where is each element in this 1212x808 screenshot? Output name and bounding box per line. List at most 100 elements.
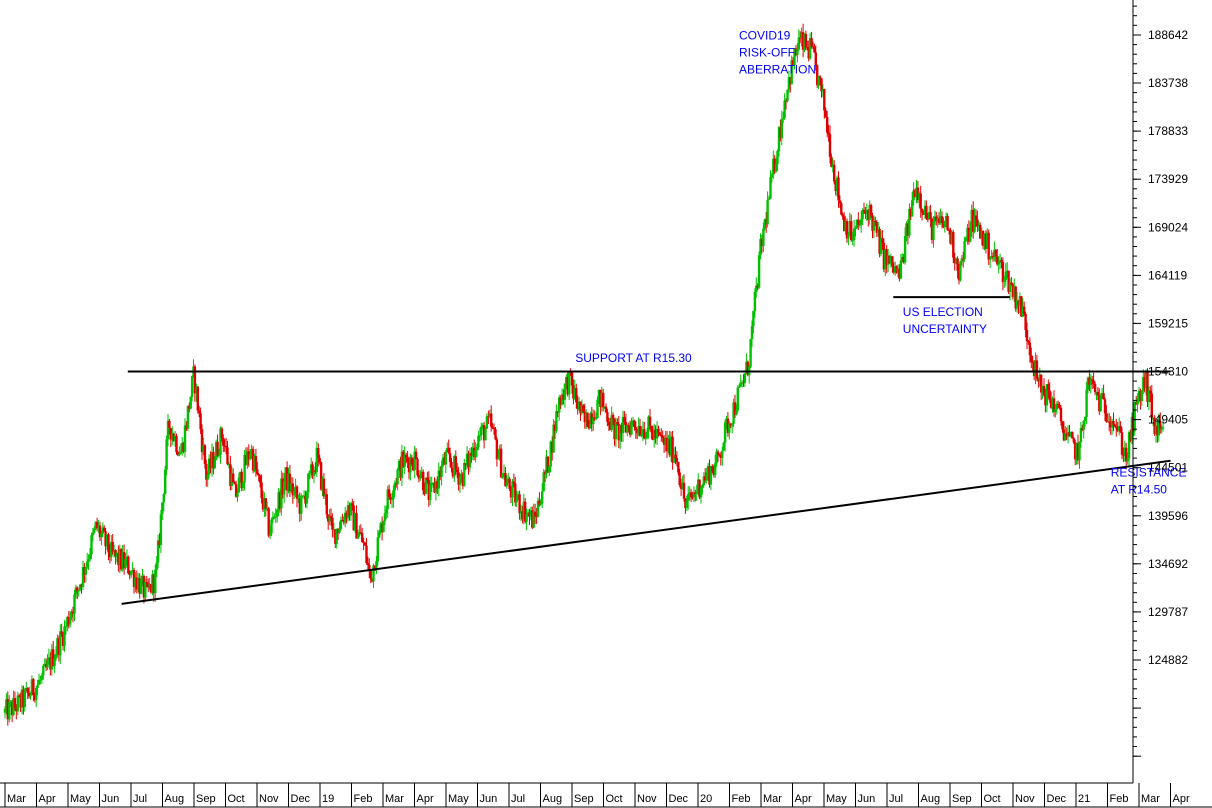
candle-body [293, 490, 296, 496]
candle-body [677, 462, 680, 473]
candle-body [850, 221, 853, 241]
y-tick-label: 149405 [1148, 413, 1188, 427]
candle-body [655, 428, 659, 439]
candle-body [926, 218, 929, 220]
candle-body [239, 471, 242, 478]
candle-body [895, 266, 898, 273]
candle-body [644, 437, 647, 439]
candle-body [886, 255, 890, 265]
candle-body [241, 482, 245, 489]
candle-body [70, 611, 73, 618]
candle-body [1037, 378, 1040, 382]
candle-body [653, 429, 656, 440]
candle-body [913, 190, 917, 197]
candle-body [697, 479, 700, 493]
candle-body [383, 513, 387, 522]
candle-body [224, 445, 228, 448]
candle-body [592, 417, 595, 425]
x-tick-label: Mar [1141, 793, 1160, 805]
candle-body [645, 431, 649, 438]
candle-body [148, 584, 151, 588]
candle-body [1108, 421, 1111, 423]
candle-body [263, 498, 266, 510]
candle-body [640, 434, 643, 436]
candle-body [413, 451, 416, 471]
candle-body [522, 501, 525, 520]
candle-body [258, 475, 262, 483]
candle-body [1118, 426, 1121, 431]
candle-body [660, 434, 663, 437]
y-tick-label: 169024 [1148, 220, 1188, 234]
candle-body [1159, 421, 1162, 430]
candle-body [689, 492, 693, 498]
candle-body [981, 231, 985, 246]
candle-body [712, 471, 715, 475]
candle-body [49, 657, 52, 670]
candle-body [103, 527, 106, 532]
candle-body [285, 467, 289, 491]
candle-body [305, 492, 309, 504]
candle-body [108, 552, 112, 558]
candle-body [137, 578, 140, 590]
candle-body [984, 233, 988, 249]
candle-body [609, 425, 612, 430]
candle-body [872, 220, 876, 231]
candle-body [586, 412, 589, 427]
candle-body [1048, 390, 1051, 401]
candle-body [349, 503, 353, 516]
candle-body [375, 561, 378, 571]
candle-body [1057, 403, 1060, 405]
x-axis: Mar Apr May Jun Jul Aug Sep Oct Nov Dec 19 Feb Mar Ap… [0, 782, 1212, 808]
y-tick-label: 124882 [1148, 653, 1188, 667]
candle-body [940, 216, 944, 223]
candle-body [953, 257, 956, 264]
candle-body [30, 679, 34, 696]
candle-body [19, 695, 22, 708]
candle-body [419, 476, 422, 479]
candle-body [213, 459, 216, 469]
candle-body [515, 498, 518, 503]
candle-body [1015, 300, 1019, 309]
candle-body [996, 256, 999, 265]
candle-body [1061, 421, 1064, 430]
candle-body [395, 483, 398, 485]
candle-body [495, 439, 499, 460]
candle-body [427, 480, 430, 500]
candle-body [780, 119, 783, 139]
candle-body [844, 221, 847, 232]
candle-body [681, 482, 684, 489]
candle-body [172, 433, 175, 441]
candle-body [1000, 260, 1003, 263]
candle-body [548, 466, 551, 473]
candle-body [151, 574, 154, 593]
candle-body [1024, 313, 1027, 330]
candle-body [719, 455, 722, 458]
candle-body [801, 32, 805, 50]
candle-body [1045, 384, 1049, 406]
candle-body [626, 425, 629, 433]
candle-body [173, 436, 177, 441]
y-tick-label: 129787 [1148, 605, 1188, 619]
candle-body [1074, 442, 1077, 460]
candle-body [630, 421, 633, 435]
candle-body [189, 397, 192, 409]
candle-body [16, 695, 19, 712]
candle-body [535, 515, 538, 517]
candle-body [128, 573, 131, 576]
candle-body [708, 466, 711, 485]
candle-body [437, 470, 440, 489]
candle-body [826, 117, 829, 133]
candle-body [179, 451, 182, 454]
candle-body [1071, 432, 1074, 439]
candle-body [976, 219, 979, 227]
candle-body [52, 649, 55, 666]
candle-body [814, 52, 817, 66]
candle-body [532, 511, 535, 528]
candle-body [91, 532, 95, 536]
candle-body [687, 494, 690, 501]
candle-body [125, 556, 129, 560]
candle-body [471, 447, 474, 456]
candle-body [308, 471, 311, 474]
candle-body [183, 425, 187, 452]
candle-body [152, 574, 155, 594]
